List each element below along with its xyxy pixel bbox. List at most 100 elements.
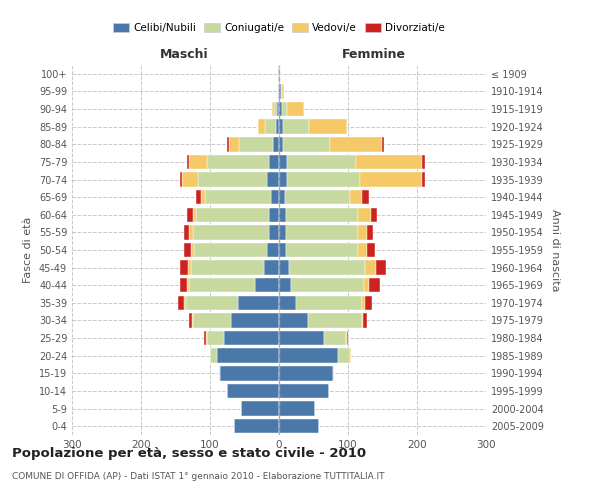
Bar [178, 296, 184, 310]
Bar [287, 154, 356, 169]
Bar [282, 84, 284, 98]
Bar [220, 366, 279, 380]
Bar [286, 225, 358, 240]
Bar [283, 120, 310, 134]
Bar [259, 120, 265, 134]
Bar [365, 296, 372, 310]
Bar [338, 348, 350, 363]
Bar [201, 190, 205, 204]
Bar [184, 225, 190, 240]
Bar [279, 84, 281, 98]
Bar [351, 348, 352, 363]
Bar [283, 137, 330, 152]
Bar [187, 278, 190, 292]
Bar [272, 102, 274, 117]
Bar [358, 208, 371, 222]
Bar [362, 190, 368, 204]
Bar [346, 331, 347, 345]
Bar [279, 402, 315, 416]
Bar [274, 137, 279, 152]
Bar [227, 384, 279, 398]
Bar [193, 225, 269, 240]
Bar [330, 137, 382, 152]
Bar [308, 314, 362, 328]
Bar [179, 260, 188, 275]
Bar [275, 120, 279, 134]
Bar [277, 102, 279, 117]
Bar [187, 154, 190, 169]
Bar [279, 190, 284, 204]
Bar [279, 120, 283, 134]
Bar [193, 208, 196, 222]
Bar [224, 331, 279, 345]
Bar [279, 278, 292, 292]
Bar [279, 208, 286, 222]
Bar [190, 154, 206, 169]
Bar [287, 102, 304, 117]
Bar [269, 154, 279, 169]
Bar [283, 102, 287, 117]
Bar [365, 260, 376, 275]
Bar [206, 331, 224, 345]
Bar [190, 225, 193, 240]
Bar [422, 172, 425, 186]
Bar [266, 243, 279, 257]
Bar [286, 208, 358, 222]
Bar [238, 296, 279, 310]
Bar [269, 208, 279, 222]
Bar [363, 314, 367, 328]
Bar [292, 278, 364, 292]
Bar [227, 137, 229, 152]
Bar [279, 172, 287, 186]
Bar [241, 402, 279, 416]
Text: COMUNE DI OFFIDA (AP) - Dati ISTAT 1° gennaio 2010 - Elaborazione TUTTITALIA.IT: COMUNE DI OFFIDA (AP) - Dati ISTAT 1° ge… [12, 472, 385, 481]
Bar [264, 260, 279, 275]
Bar [266, 172, 279, 186]
Bar [279, 314, 308, 328]
Bar [229, 137, 239, 152]
Bar [197, 172, 266, 186]
Bar [181, 278, 187, 292]
Bar [279, 260, 289, 275]
Bar [296, 296, 362, 310]
Bar [382, 137, 384, 152]
Bar [376, 260, 386, 275]
Bar [310, 120, 347, 134]
Bar [279, 225, 286, 240]
Bar [279, 419, 319, 434]
Bar [422, 154, 425, 169]
Bar [278, 84, 279, 98]
Bar [188, 260, 191, 275]
Text: Femmine: Femmine [342, 48, 406, 62]
Bar [278, 66, 279, 81]
Bar [356, 154, 422, 169]
Text: Maschi: Maschi [160, 48, 208, 62]
Bar [210, 348, 217, 363]
Bar [230, 314, 279, 328]
Bar [286, 243, 358, 257]
Bar [350, 190, 362, 204]
Bar [371, 208, 377, 222]
Bar [358, 243, 367, 257]
Bar [196, 190, 201, 204]
Bar [205, 331, 206, 345]
Y-axis label: Anni di nascita: Anni di nascita [550, 209, 560, 291]
Bar [279, 331, 324, 345]
Bar [184, 243, 191, 257]
Bar [271, 190, 279, 204]
Bar [279, 366, 333, 380]
Bar [279, 137, 283, 152]
Bar [239, 137, 274, 152]
Bar [179, 172, 182, 186]
Y-axis label: Fasce di età: Fasce di età [23, 217, 33, 283]
Bar [360, 172, 422, 186]
Bar [274, 102, 277, 117]
Bar [279, 384, 329, 398]
Bar [350, 348, 351, 363]
Bar [362, 314, 363, 328]
Bar [186, 296, 238, 310]
Bar [279, 66, 280, 81]
Bar [367, 243, 375, 257]
Bar [289, 260, 365, 275]
Text: Popolazione per età, sesso e stato civile - 2010: Popolazione per età, sesso e stato civil… [12, 448, 366, 460]
